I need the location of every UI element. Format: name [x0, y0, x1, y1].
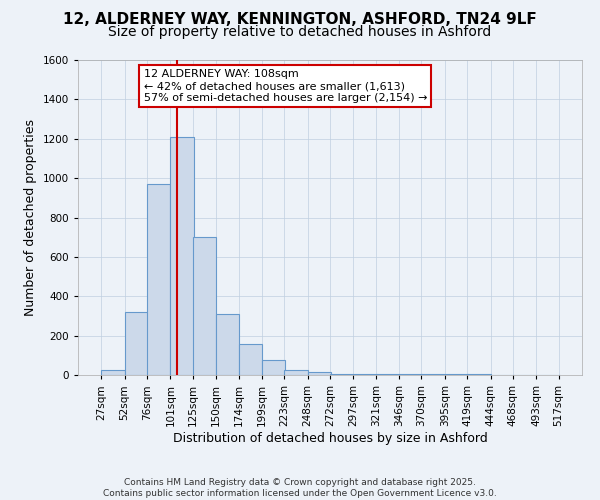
- Bar: [101, 370, 125, 375]
- Bar: [216, 314, 239, 375]
- Bar: [421, 374, 445, 375]
- Text: 12 ALDERNEY WAY: 108sqm
← 42% of detached houses are smaller (1,613)
57% of semi: 12 ALDERNEY WAY: 108sqm ← 42% of detache…: [143, 70, 427, 102]
- Bar: [147, 184, 170, 375]
- Bar: [193, 237, 216, 375]
- Bar: [125, 312, 148, 375]
- Bar: [262, 360, 285, 375]
- Bar: [353, 374, 377, 375]
- Bar: [284, 370, 308, 375]
- Bar: [467, 374, 491, 375]
- Text: Size of property relative to detached houses in Ashford: Size of property relative to detached ho…: [109, 25, 491, 39]
- Bar: [330, 374, 353, 375]
- X-axis label: Distribution of detached houses by size in Ashford: Distribution of detached houses by size …: [173, 432, 487, 444]
- Text: 12, ALDERNEY WAY, KENNINGTON, ASHFORD, TN24 9LF: 12, ALDERNEY WAY, KENNINGTON, ASHFORD, T…: [63, 12, 537, 28]
- Bar: [376, 374, 399, 375]
- Bar: [308, 372, 331, 375]
- Bar: [239, 344, 262, 375]
- Text: Contains HM Land Registry data © Crown copyright and database right 2025.
Contai: Contains HM Land Registry data © Crown c…: [103, 478, 497, 498]
- Bar: [445, 374, 468, 375]
- Y-axis label: Number of detached properties: Number of detached properties: [24, 119, 37, 316]
- Bar: [399, 374, 422, 375]
- Bar: [170, 137, 194, 375]
